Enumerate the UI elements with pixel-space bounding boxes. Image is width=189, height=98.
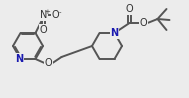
Text: O: O [140, 18, 147, 28]
Text: O: O [40, 25, 47, 35]
Text: +: + [44, 9, 50, 15]
Text: N: N [40, 10, 47, 20]
Text: N: N [15, 54, 24, 64]
Text: O: O [52, 10, 59, 20]
Text: N: N [110, 28, 119, 38]
Text: O: O [45, 58, 52, 68]
Text: -: - [58, 9, 61, 15]
Text: O: O [126, 4, 133, 14]
